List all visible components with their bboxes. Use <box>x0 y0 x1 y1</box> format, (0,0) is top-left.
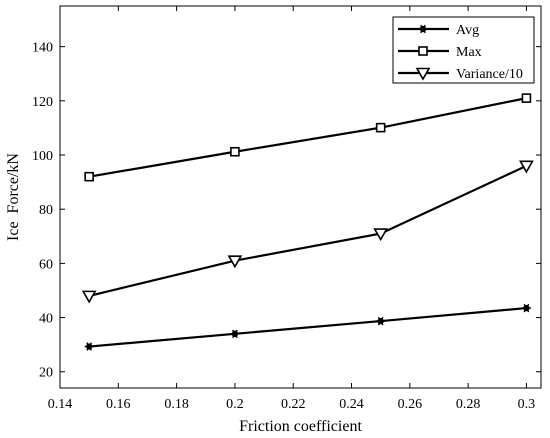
data-point-asterisk <box>521 303 531 313</box>
data-point-asterisk <box>418 24 428 34</box>
legend-label: Max <box>456 45 482 60</box>
legend-label: Variance/10 <box>456 67 523 82</box>
data-point-asterisk <box>84 342 94 351</box>
y-tick-label: 100 <box>32 149 53 164</box>
y-tick-label: 80 <box>39 203 53 218</box>
data-point-square <box>418 46 428 56</box>
legend: Avg Max Variance/10 <box>392 16 535 84</box>
x-tick-label: 0.3 <box>518 397 536 412</box>
legend-label: Avg <box>456 23 479 38</box>
series-line <box>89 306 527 348</box>
data-point-triangle <box>227 255 243 269</box>
asterisk-stroke <box>86 342 93 351</box>
y-tick-label: 40 <box>39 312 53 327</box>
x-tick-label: 0.22 <box>281 397 306 412</box>
asterisk-stroke <box>523 303 530 313</box>
data-point-triangle <box>519 160 534 174</box>
series-layer <box>81 93 534 351</box>
data-point-square <box>375 122 386 133</box>
x-axis-label: Friction coefficient <box>239 418 362 435</box>
series-line <box>88 164 527 297</box>
x-tick-label: 0.2 <box>226 397 244 412</box>
y-axis-label: Ice Force/kN <box>5 153 22 241</box>
series-line <box>88 97 527 178</box>
asterisk-stroke <box>232 329 238 339</box>
x-tick-label: 0.18 <box>164 397 189 412</box>
asterisk-stroke <box>377 316 384 326</box>
data-point-square <box>521 93 532 103</box>
data-point-triangle <box>373 228 389 242</box>
y-tick-label: 120 <box>32 95 53 110</box>
y-tick-label: 20 <box>39 366 53 381</box>
x-tick-label: 0.24 <box>339 397 364 412</box>
data-point-asterisk <box>230 329 240 339</box>
axis-ticks: 0.14 0.16 0.18 0.2 0.22 0.24 0.26 0.28 0.3 20 40 60… <box>32 6 541 412</box>
x-tick-label: 0.16 <box>106 397 131 412</box>
data-point-asterisk <box>376 316 386 326</box>
data-point-triangle <box>415 67 431 81</box>
plot-frame <box>59 5 542 389</box>
data-point-triangle <box>81 290 97 304</box>
y-tick-label: 140 <box>32 41 53 56</box>
data-point-square <box>230 146 240 157</box>
data-point-square <box>84 171 94 182</box>
x-tick-label: 0.14 <box>48 397 73 412</box>
y-tick-label: 60 <box>39 257 53 272</box>
asterisk-stroke <box>420 24 426 34</box>
x-tick-label: 0.26 <box>398 397 423 412</box>
x-tick-label: 0.28 <box>456 397 481 412</box>
